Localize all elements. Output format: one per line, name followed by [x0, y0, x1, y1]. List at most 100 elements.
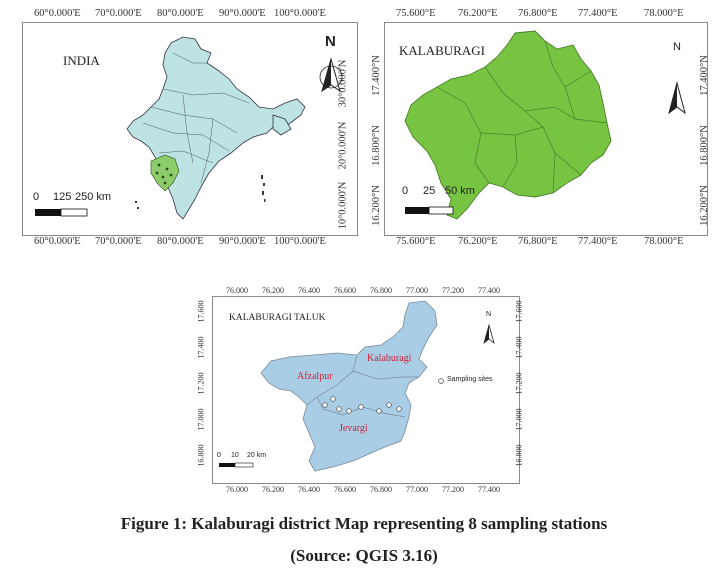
kalaburagi-ytick-left-0: 17.400°N — [370, 55, 382, 96]
taluk-title: KALABURAGI TALUK — [229, 313, 326, 323]
india-xtick-bottom-4: 100°0.000'E — [274, 236, 326, 247]
taluk-xtick-top-7: 77.400 — [478, 286, 500, 295]
taluk-internal-boundaries — [306, 354, 419, 418]
kalaburagi-north-arrow — [668, 81, 686, 115]
state-boundaries — [142, 52, 250, 184]
taluk-xtick-bottom-2: 76.400 — [298, 485, 320, 494]
india-xtick-bottom-0: 60°0.000'E — [34, 236, 81, 247]
sampling-site-5 — [376, 408, 382, 414]
kalaburagi-xtick-top-3: 77.400°E — [578, 8, 618, 19]
india-ytick-right-2: 10°0.000'N — [337, 181, 349, 230]
kalaburagi-scale-25: 25 — [423, 185, 436, 197]
india-xtick-top-1: 70°0.000'E — [95, 8, 142, 19]
taluk-xtick-bottom-0: 76.000 — [226, 485, 248, 494]
kalaburagi-xtick-bottom-3: 77.400°E — [578, 236, 618, 247]
sampling-site-4 — [358, 404, 364, 410]
figure-caption: Figure 1: Kalaburagi district Map repres… — [120, 514, 608, 533]
taluk-ytick-left-1: 17.400 — [196, 336, 206, 359]
sampling-site-1 — [322, 402, 328, 408]
taluk-ytick-left-3: 17.000 — [196, 408, 206, 431]
kalaburagi-xtick-top-4: 78.000°E — [644, 8, 684, 19]
india-xtick-top-2: 80°0.000'E — [157, 8, 204, 19]
india-scale-125: 125 — [53, 191, 72, 203]
india-north-arrow — [319, 57, 343, 93]
sampling-site-7 — [396, 406, 402, 412]
india-ytick-right-1: 20°0.000'N — [337, 121, 349, 170]
india-xtick-bottom-3: 90°0.000'E — [219, 236, 266, 247]
taluk-xtick-bottom-7: 77.400 — [478, 485, 500, 494]
india-scale-250: 250 km — [75, 191, 112, 203]
kalaburagi-scale-50: 50 km — [445, 185, 475, 197]
sampling-site-3 — [346, 408, 352, 414]
kalaburagi-ytick-left-2: 16.200°N — [370, 185, 382, 226]
taluk-xtick-bottom-5: 77.000 — [406, 485, 428, 494]
taluk-xtick-top-6: 77.200 — [442, 286, 464, 295]
india-map-panel: INDIA N 0 125 250 km — [22, 22, 358, 236]
kalaburagi-xtick-bottom-4: 78.000°E — [644, 236, 684, 247]
kalaburagi-xtick-top-0: 75.600°E — [396, 8, 436, 19]
taluk-ytick-left-2: 17.200 — [196, 372, 206, 395]
taluk-scalebar — [219, 462, 254, 468]
kalaburagi-xtick-top-1: 76.200°E — [458, 8, 498, 19]
taluk-ytick-right-1: 17.400 — [514, 336, 524, 359]
taluk-ytick-right-2: 17.200 — [514, 372, 524, 395]
legend-sampling-label: Sampling sites — [447, 376, 493, 383]
sampling-site-6 — [386, 402, 392, 408]
kalaburagi-ytick-right-0: 17.400°N — [698, 55, 710, 96]
taluk-ytick-right-4: 16.800 — [514, 444, 524, 467]
islands — [135, 175, 266, 209]
india-xtick-top-3: 90°0.000'E — [219, 8, 266, 19]
kalaburagi-north-label: N — [673, 41, 681, 53]
taluk-xtick-bottom-3: 76.600 — [334, 485, 356, 494]
kalaburagi-xtick-bottom-2: 76.800°E — [518, 236, 558, 247]
place-label-kalaburagi: Kalaburagi — [367, 353, 412, 364]
india-map — [35, 36, 343, 220]
sampling-site-8 — [330, 396, 336, 402]
taluk-scale-0: 0 — [217, 452, 221, 459]
taluk-map — [219, 300, 495, 472]
india-xtick-bottom-2: 80°0.000'E — [157, 236, 204, 247]
kalaburagi-scale-0: 0 — [402, 185, 409, 197]
taluk-north-label: N — [486, 311, 492, 318]
india-scalebar — [35, 208, 88, 217]
taluk-xtick-top-2: 76.400 — [298, 286, 320, 295]
taluk-ytick-left-0: 17.600 — [196, 300, 206, 323]
taluk-ytick-right-0: 17.600 — [514, 300, 524, 323]
taluk-scale-10: 10 — [231, 452, 239, 459]
india-title: INDIA — [63, 53, 100, 68]
kalaburagi-scalebar — [405, 206, 454, 215]
taluk-xtick-top-4: 76.800 — [370, 286, 392, 295]
figure-source: (Source: QGIS 3.16) — [290, 546, 438, 565]
kalaburagi-ytick-left-1: 16.800°N — [370, 125, 382, 166]
kalaburagi-district-polygon — [404, 30, 612, 220]
india-north-label: N — [325, 33, 336, 50]
india-xtick-top-0: 60°0.000'E — [34, 8, 81, 19]
kalaburagi-map-panel: KALABURAGI N 0 25 50 km — [384, 22, 708, 236]
india-xtick-top-4: 100°0.000'E — [274, 8, 326, 19]
taluk-xtick-top-3: 76.600 — [334, 286, 356, 295]
taluk-north-arrow — [483, 323, 495, 345]
place-label-jevargi: Jevargi — [339, 423, 368, 434]
sampling-site-2 — [336, 406, 342, 412]
legend-sampling-symbol — [438, 378, 444, 384]
taluk-ytick-left-4: 16.800 — [196, 444, 206, 467]
taluk-xtick-bottom-4: 76.800 — [370, 485, 392, 494]
india-ytick-right-0: 30°0.000'N — [337, 59, 349, 108]
place-label-afzalpur: Afzalpur — [297, 371, 333, 382]
kalaburagi-district-map — [404, 30, 686, 220]
kalaburagi-ytick-right-2: 16.200°N — [698, 185, 710, 226]
taluk-xtick-top-1: 76.200 — [262, 286, 284, 295]
kalaburagi-xtick-top-2: 76.800°E — [518, 8, 558, 19]
taluk-map-panel: KALABURAGI TALUK N Afzalpur Kalaburagi J… — [212, 296, 520, 484]
kalaburagi-xtick-bottom-0: 75.600°E — [396, 236, 436, 247]
taluk-xtick-top-0: 76.000 — [226, 286, 248, 295]
karnataka-district-dots — [155, 163, 173, 185]
taluk-boundaries — [436, 40, 608, 194]
kalaburagi-title: KALABURAGI — [399, 43, 485, 58]
taluk-xtick-top-5: 77.000 — [406, 286, 428, 295]
kalaburagi-ytick-right-1: 16.800°N — [698, 125, 710, 166]
taluk-landmass — [260, 300, 438, 472]
india-scale-0: 0 — [33, 191, 40, 203]
india-xtick-bottom-1: 70°0.000'E — [95, 236, 142, 247]
taluk-ytick-right-3: 17.000 — [514, 408, 524, 431]
